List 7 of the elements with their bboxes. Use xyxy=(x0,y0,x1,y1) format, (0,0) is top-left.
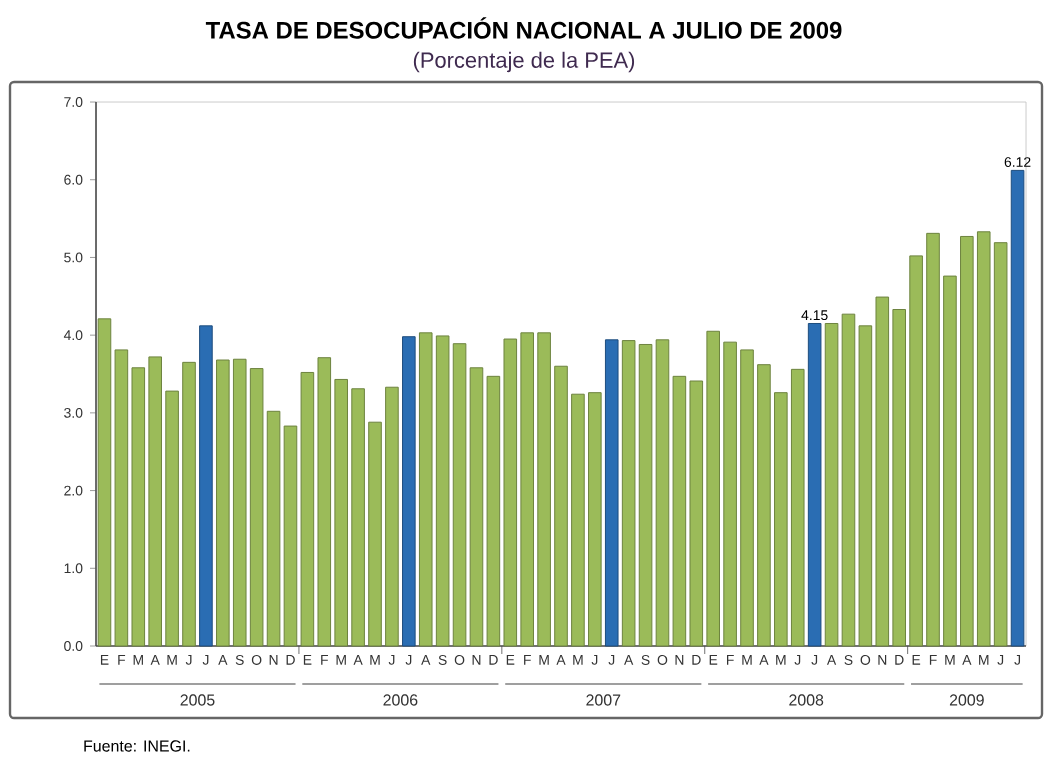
bar xyxy=(807,322,822,647)
bar xyxy=(402,336,416,647)
bar xyxy=(1010,169,1025,647)
chart-subtitle: (Porcentaje de la PEA) xyxy=(413,51,635,73)
chart-title: TASA DE DESOCUPACIÓN NACIONAL A JULIO DE 2009 xyxy=(205,17,842,39)
bar xyxy=(604,339,619,647)
bar xyxy=(199,325,213,647)
